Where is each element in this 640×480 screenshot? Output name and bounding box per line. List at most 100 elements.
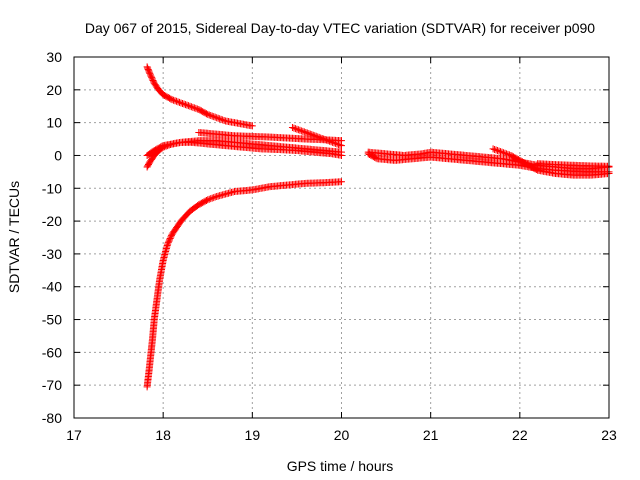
data-point — [293, 125, 301, 133]
y-tick-label: -50 — [42, 312, 62, 328]
data-point — [170, 96, 178, 104]
data-point — [183, 101, 191, 109]
y-tick-label: -40 — [42, 279, 62, 295]
series-track-j-late-low — [534, 160, 613, 170]
series-track-f-short — [288, 124, 345, 150]
data-point — [299, 127, 307, 135]
y-tick-label: -10 — [42, 180, 62, 196]
data-point — [300, 128, 308, 136]
y-tick-label: -70 — [42, 377, 62, 393]
data-point — [329, 138, 337, 146]
data-point — [171, 97, 179, 105]
data-point — [498, 148, 506, 156]
series-track-i-late-drop — [489, 145, 613, 179]
data-point — [302, 128, 310, 136]
data-point — [213, 114, 221, 122]
data-point — [207, 112, 215, 120]
data-point — [320, 135, 328, 143]
data-point — [495, 147, 503, 155]
data-point — [323, 136, 331, 144]
plot-frame — [73, 56, 610, 419]
y-tick-label: 30 — [46, 49, 62, 65]
data-point — [219, 116, 227, 124]
data-point — [303, 129, 311, 137]
series-track-a-decreasing — [143, 63, 256, 130]
series-track-d-recovering — [143, 178, 345, 391]
y-tick-label: -20 — [42, 213, 62, 229]
data-point — [214, 114, 222, 122]
series-track-e-upper-mid — [195, 128, 345, 145]
x-tick-label: 19 — [245, 427, 261, 443]
data-point — [336, 141, 344, 149]
x-axis-label: GPS time / hours — [287, 458, 394, 474]
data-point — [205, 195, 213, 203]
data-point — [312, 132, 320, 140]
data-point — [176, 98, 184, 106]
data-point — [168, 96, 176, 104]
x-tick-label: 18 — [155, 427, 171, 443]
data-point — [173, 97, 181, 105]
data-point — [318, 134, 326, 142]
data-point — [309, 131, 317, 139]
data-point — [180, 100, 188, 108]
data-point — [186, 102, 194, 110]
data-point — [208, 194, 216, 202]
data-point — [332, 139, 340, 147]
y-tick-label: 0 — [54, 147, 62, 163]
data-point — [494, 147, 502, 155]
x-tick-label: 20 — [334, 427, 350, 443]
data-point — [210, 113, 218, 121]
data-point — [211, 113, 219, 121]
data-point — [294, 126, 302, 134]
data-point — [492, 146, 500, 154]
data-point — [306, 130, 314, 138]
grid-lines — [74, 57, 609, 418]
data-point — [210, 194, 218, 202]
data-point — [204, 196, 212, 204]
data-point — [491, 145, 499, 153]
series-track-c-flat — [143, 137, 345, 159]
data-point — [502, 150, 510, 158]
data-point — [338, 148, 345, 156]
data-point — [190, 104, 198, 112]
data-point — [192, 104, 200, 112]
data-point — [208, 112, 216, 120]
x-tick-label: 17 — [66, 427, 82, 443]
data-point — [311, 132, 319, 140]
data-point — [308, 131, 316, 139]
data-point — [326, 137, 334, 145]
y-axis-label: SDTVAR / TECUs — [6, 181, 22, 293]
data-point — [314, 133, 322, 141]
data-point — [216, 115, 224, 123]
y-tick-label: -30 — [42, 246, 62, 262]
data-point — [174, 98, 182, 106]
data-point — [489, 145, 497, 153]
data-point — [290, 124, 298, 132]
data-marks — [143, 63, 613, 391]
data-point — [187, 103, 195, 111]
x-tick-label: 21 — [423, 427, 439, 443]
data-point — [315, 133, 323, 141]
data-point — [189, 103, 197, 111]
data-point — [338, 178, 345, 186]
data-point — [211, 193, 219, 201]
data-point — [317, 134, 325, 142]
data-point — [333, 140, 341, 148]
chart-title: Day 067 of 2015, Sidereal Day-to-day VTE… — [85, 20, 595, 36]
data-point — [324, 137, 332, 145]
data-point — [217, 115, 225, 123]
y-tick-label: 10 — [46, 115, 62, 131]
y-tick-label: 20 — [46, 82, 62, 98]
data-point — [181, 101, 189, 109]
y-tick-label: -60 — [42, 344, 62, 360]
data-point — [204, 110, 212, 118]
data-point — [291, 125, 299, 133]
data-point — [220, 116, 228, 124]
axis-ticks: 17 18 19 20 21 22 23 -80 -70 -60 -50 -40 -30 -20 -10 0 1… — [42, 49, 617, 443]
x-tick-label: 22 — [512, 427, 528, 443]
x-tick-label: 23 — [601, 427, 617, 443]
data-point — [248, 122, 256, 130]
data-point — [321, 136, 329, 144]
data-point — [327, 138, 335, 146]
data-point — [178, 99, 186, 107]
